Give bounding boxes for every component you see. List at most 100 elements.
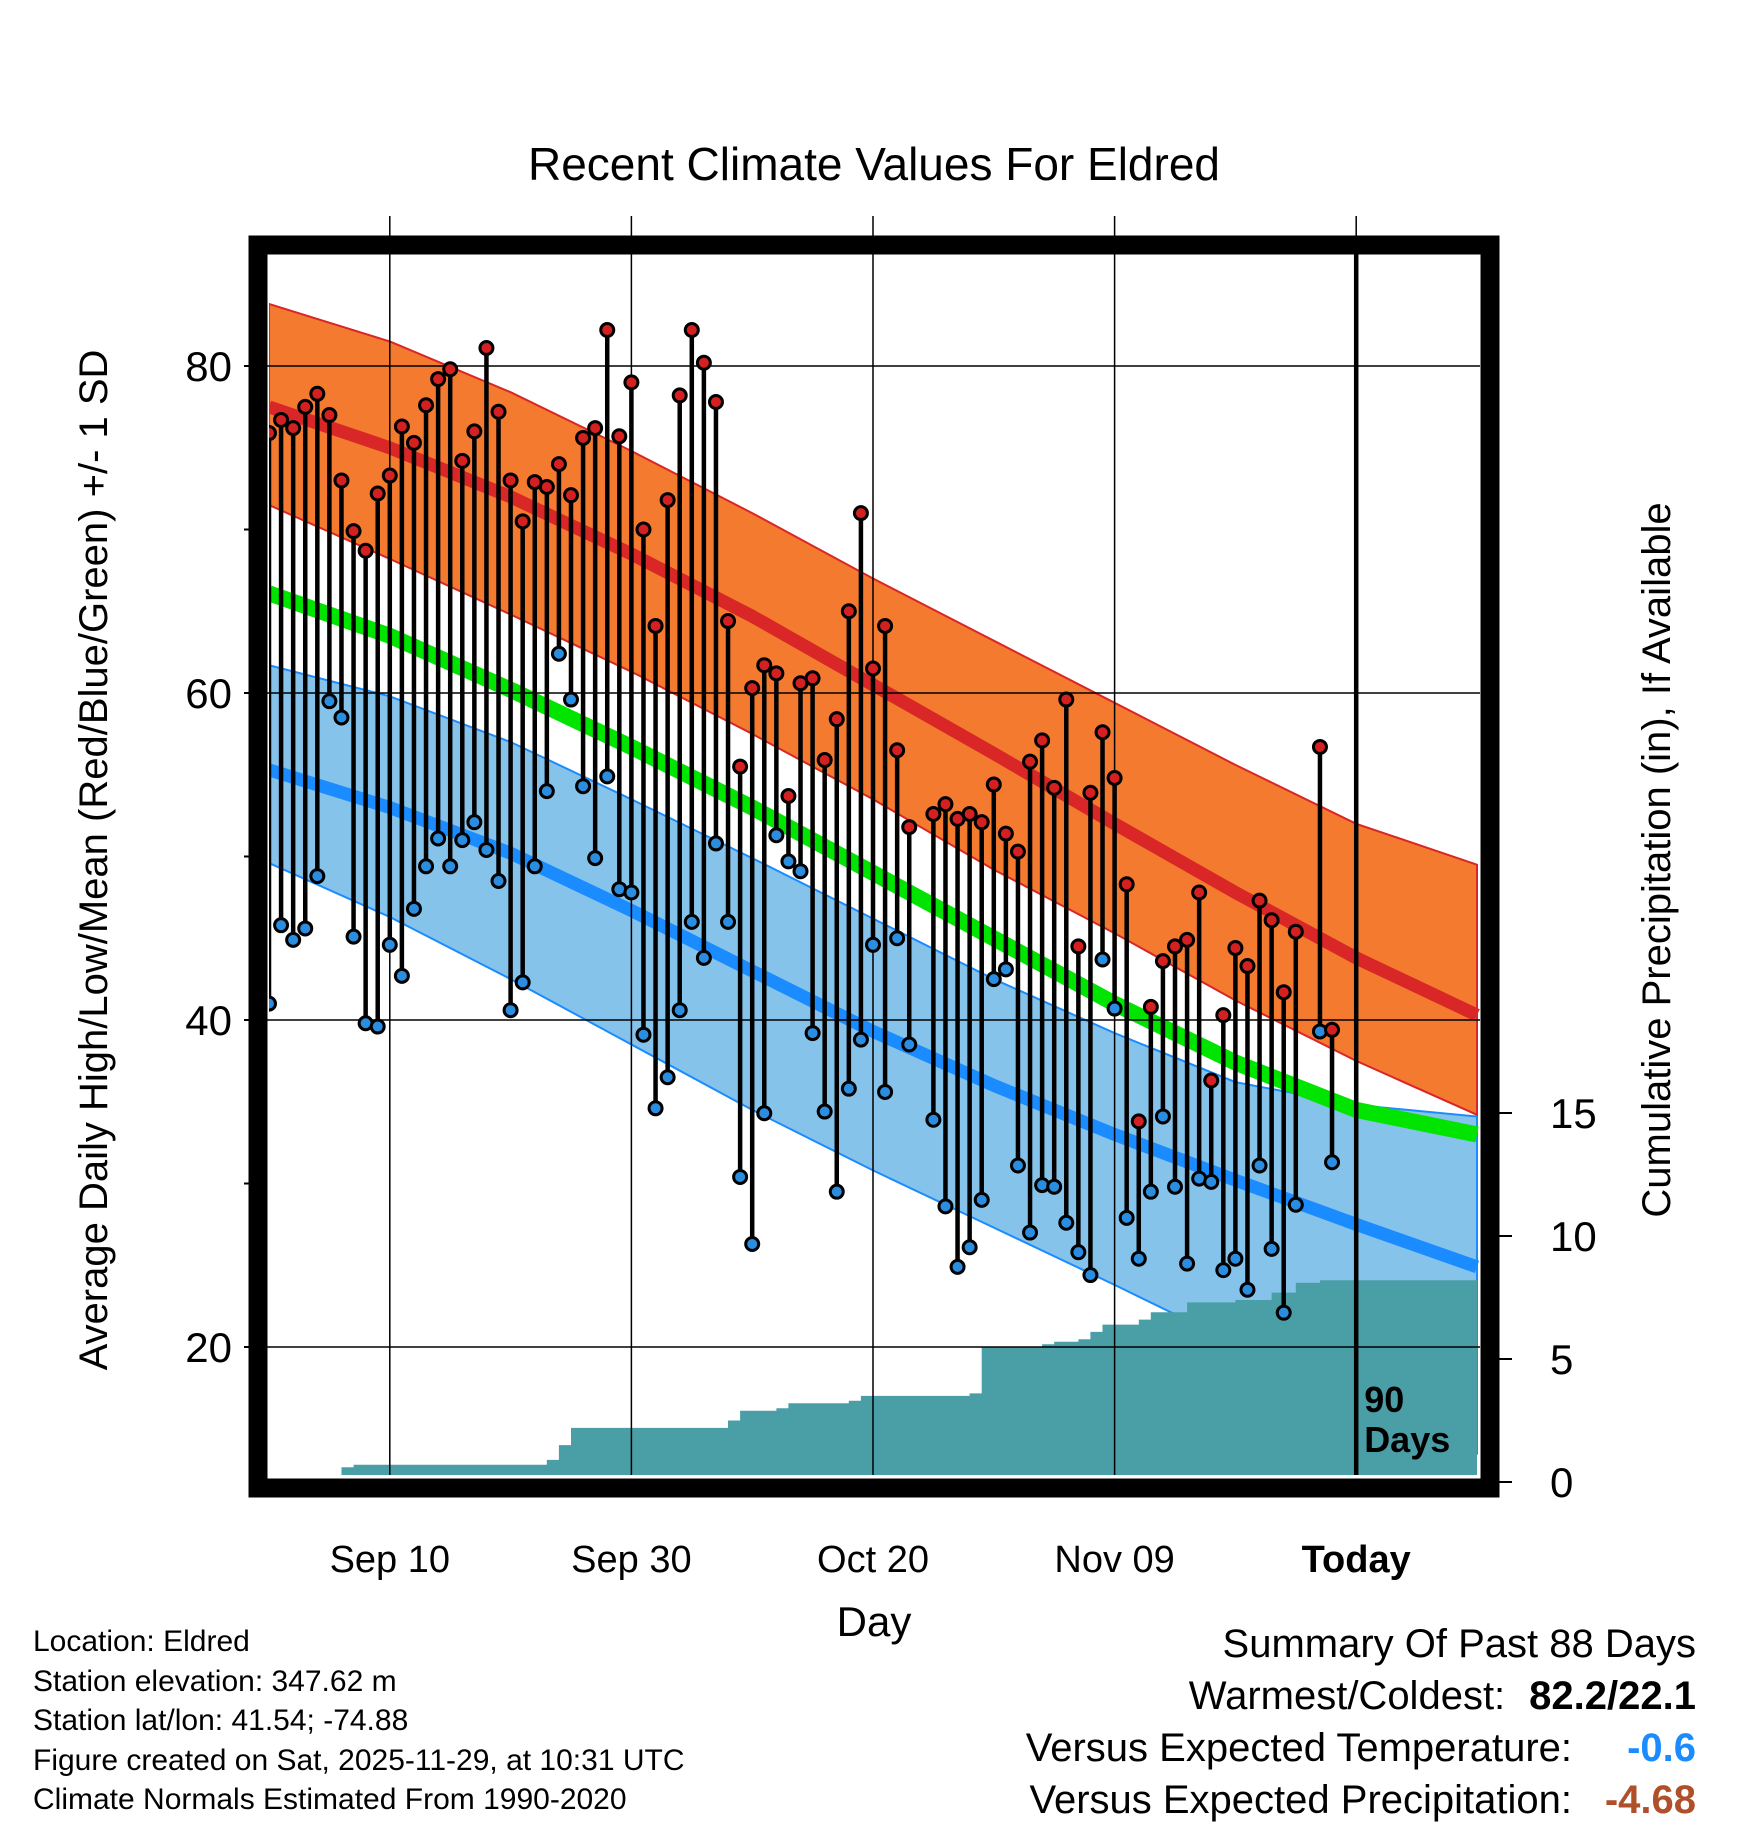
obs-high-point: [1227, 940, 1244, 957]
obs-low-point: [973, 1191, 990, 1208]
obs-high-point: [309, 385, 326, 402]
warm-cold-label: Warmest/Coldest:: [1188, 1674, 1506, 1718]
obs-low-point: [1130, 1250, 1147, 1267]
obs-low-point: [1203, 1173, 1220, 1190]
chart-title: Recent Climate Values For Eldred: [528, 138, 1220, 190]
obs-low-point: [478, 841, 495, 858]
y-tick-label: 20: [185, 1324, 232, 1371]
obs-low-point: [792, 863, 809, 880]
obs-low-point: [514, 974, 531, 991]
obs-low-point: [1251, 1157, 1268, 1174]
obs-low-point: [1142, 1183, 1159, 1200]
obs-low-point: [1239, 1281, 1256, 1298]
obs-high-point: [269, 425, 277, 442]
y2-tick-label: 0: [1550, 1459, 1573, 1506]
obs-high-point: [514, 513, 531, 530]
obs-high-point: [1094, 724, 1111, 741]
obs-low-point: [1022, 1224, 1039, 1241]
obs-high-point: [683, 322, 700, 339]
obs-high-point: [756, 657, 773, 674]
obs-high-point: [357, 542, 374, 559]
obs-low-point: [587, 850, 604, 867]
obs-low-point: [889, 930, 906, 947]
obs-low-point: [732, 1168, 749, 1185]
obs-low-point: [321, 693, 338, 710]
y2-tick-label: 5: [1550, 1336, 1573, 1383]
y2-axis-label: Cumulative Precipitation (in), If Availa…: [1635, 502, 1679, 1217]
warm-cold-value: 82.2/22.1: [1529, 1674, 1696, 1718]
obs-high-point: [369, 485, 386, 502]
station-info: Location: Eldred Station elevation: 347.…: [33, 1622, 685, 1820]
x-tick-label: Sep 30: [571, 1539, 691, 1581]
y-tick-label: 40: [185, 997, 232, 1044]
obs-high-point: [852, 505, 869, 522]
obs-low-point: [345, 928, 362, 945]
obs-high-point: [1022, 753, 1039, 770]
obs-high-point: [1239, 958, 1256, 975]
obs-low-point: [828, 1183, 845, 1200]
obs-high-point: [587, 420, 604, 437]
obs-low-point: [273, 917, 290, 934]
summary-title: Summary Of Past 88 Days: [1222, 1622, 1696, 1666]
obs-low-point: [1070, 1244, 1087, 1261]
obs-low-point: [1082, 1267, 1099, 1284]
obs-high-point: [1009, 843, 1026, 860]
obs-low-point: [297, 920, 314, 937]
obs-low-point: [418, 858, 435, 875]
obs-low-point: [381, 936, 398, 953]
obs-high-point: [1070, 938, 1087, 955]
obs-low-point: [647, 1100, 664, 1117]
obs-low-point: [333, 709, 350, 726]
summary-warm-cold: Warmest/Coldest: 82.2/22.1: [1026, 1670, 1696, 1722]
obs-low-point: [269, 995, 277, 1012]
obs-low-point: [659, 1069, 676, 1086]
obs-low-point: [538, 783, 555, 800]
obs-low-point: [1167, 1178, 1183, 1195]
obs-high-point: [1311, 738, 1328, 755]
obs-high-point: [695, 354, 712, 371]
y2-tick-label: 15: [1550, 1090, 1597, 1137]
obs-low-point: [526, 858, 543, 875]
obs-low-point: [744, 1235, 761, 1252]
obs-low-point: [369, 1018, 386, 1035]
obs-low-point: [285, 931, 302, 948]
obs-high-point: [889, 742, 906, 759]
location-text: Location: Eldred: [33, 1625, 250, 1658]
obs-high-point: [297, 398, 314, 415]
obs-low-point: [454, 832, 471, 849]
x-tick-label: Nov 09: [1054, 1539, 1174, 1581]
summary-precip: Versus Expected Precipitation: -4.68: [1026, 1774, 1696, 1826]
obs-high-point: [877, 617, 894, 634]
obs-high-point: [744, 680, 761, 697]
obs-low-point: [563, 691, 579, 708]
plot-frame: [248, 235, 1500, 1498]
obs-high-point: [1263, 912, 1280, 929]
temp-label: Versus Expected Temperature:: [1025, 1726, 1572, 1770]
elevation-text: Station elevation: 347.62 m: [33, 1664, 397, 1698]
obs-high-point: [816, 752, 833, 769]
obs-low-point: [961, 1239, 978, 1256]
obs-high-point: [466, 423, 483, 440]
obs-high-point: [840, 603, 857, 620]
obs-low-point: [1154, 1108, 1171, 1125]
obs-high-point: [1251, 892, 1268, 909]
obs-low-point: [937, 1198, 954, 1215]
obs-high-point: [828, 711, 845, 728]
obs-low-point: [840, 1080, 857, 1097]
obs-high-point: [418, 397, 435, 414]
obs-high-point: [937, 796, 954, 813]
y-axis-label: Average Daily High/Low/Mean (Red/Blue/Gr…: [72, 350, 116, 1371]
obs-high-point: [345, 523, 362, 540]
obs-high-point: [393, 418, 410, 435]
obs-low-point: [466, 814, 483, 831]
obs-high-point: [997, 825, 1014, 842]
obs-high-point: [538, 478, 555, 495]
obs-high-point: [1191, 884, 1208, 901]
obs-low-point: [1275, 1304, 1292, 1321]
obs-high-point: [575, 429, 592, 446]
obs-low-point: [430, 830, 447, 847]
obs-high-point: [985, 776, 1002, 793]
obs-low-point: [707, 835, 724, 852]
obs-low-point: [623, 884, 640, 901]
obs-low-point: [877, 1083, 894, 1100]
